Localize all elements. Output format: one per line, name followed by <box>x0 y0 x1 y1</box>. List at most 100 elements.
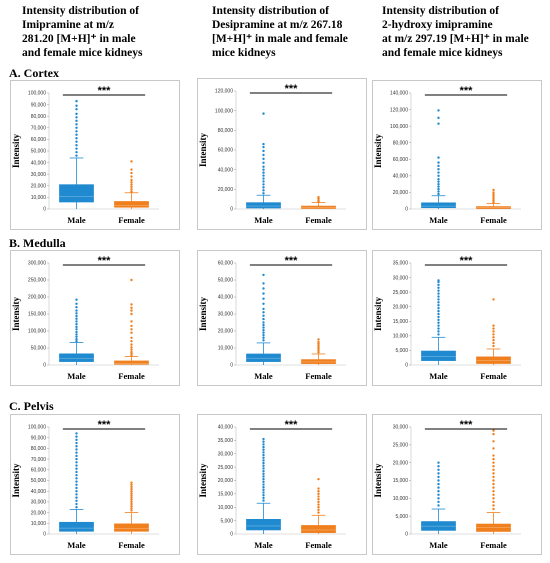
boxplot-panel-medulla-desipramine: Intensity 0 10,000 20,000 30,000 40,000 50,000… <box>197 250 367 386</box>
outlier-point <box>492 324 495 327</box>
outlier-point <box>437 468 440 471</box>
outlier-point <box>317 503 320 506</box>
y-axis-label: Intensity <box>11 134 21 169</box>
outlier-point <box>492 479 495 482</box>
outlier-point <box>437 180 440 183</box>
iqr-box <box>301 525 336 533</box>
outlier-point <box>130 160 133 163</box>
outlier-point <box>262 168 265 171</box>
boxplot-svg: Intensity 0 50,000 100,000 150,000 200,000 250… <box>11 255 159 381</box>
outlier-point <box>492 486 495 489</box>
y-axis-label: Intensity <box>11 463 21 498</box>
outlier-point <box>437 283 440 287</box>
outlier-point <box>262 112 265 115</box>
outlier-point <box>317 196 320 199</box>
outlier-point <box>437 490 440 493</box>
outlier-point <box>492 482 495 486</box>
outlier-point <box>75 445 78 448</box>
outlier-point <box>317 498 320 501</box>
outlier-point <box>130 483 133 486</box>
outlier-point <box>492 344 495 348</box>
outlier-point <box>437 333 440 336</box>
outlier-point <box>437 292 440 295</box>
outlier-point <box>262 491 265 494</box>
outlier-point <box>75 140 78 143</box>
outlier-point <box>437 190 440 193</box>
outlier-point <box>437 161 440 164</box>
outlier-point <box>262 326 265 329</box>
outlier-point <box>262 273 265 277</box>
outlier-point <box>75 104 78 107</box>
outlier-point <box>262 459 265 462</box>
outlier-point <box>130 190 133 193</box>
outlier-point <box>130 502 133 506</box>
outlier-point <box>75 490 78 493</box>
outlier-point <box>262 287 265 290</box>
iqr-box <box>476 356 511 364</box>
x-category-label: Female <box>480 540 507 550</box>
outlier-point <box>130 354 133 357</box>
outlier-point <box>262 297 265 300</box>
y-tick-label: 30,000 <box>31 172 47 178</box>
iqr-box <box>301 205 336 209</box>
outlier-point <box>130 328 133 331</box>
outlier-point <box>492 454 495 457</box>
outlier-point <box>75 467 78 470</box>
outlier-point <box>492 333 495 336</box>
outlier-point <box>75 461 78 464</box>
y-tick-label: 100,000 <box>215 108 233 114</box>
outlier-point <box>262 485 265 489</box>
y-tick-label: 150,000 <box>28 312 46 318</box>
y-tick-label: 50,000 <box>218 278 234 284</box>
significance-label: *** <box>98 255 112 267</box>
x-category-label: Female <box>480 371 507 381</box>
outlier-point <box>262 142 265 146</box>
outlier-point <box>437 465 440 468</box>
column-title-line: [M+H]⁺ in male and female <box>212 33 348 45</box>
outlier-point <box>492 188 495 192</box>
x-category-label: Male <box>254 215 273 225</box>
outlier-point <box>317 349 320 352</box>
outlier-point <box>130 487 133 491</box>
outlier-point <box>317 506 320 509</box>
outlier-point <box>130 306 133 310</box>
outlier-point <box>437 286 440 289</box>
outlier-point <box>130 504 133 508</box>
outlier-point <box>130 498 133 501</box>
outlier-point <box>75 502 78 506</box>
outlier-point <box>262 456 265 459</box>
y-tick-label: 0 <box>43 532 46 538</box>
x-category-label: Male <box>429 215 448 225</box>
outlier-point <box>130 168 133 171</box>
y-tick-label: 0 <box>405 207 408 213</box>
outlier-point <box>437 312 440 316</box>
outlier-point <box>75 457 78 461</box>
outlier-point <box>75 435 78 438</box>
y-tick-label: 10,000 <box>393 334 409 340</box>
outlier-point <box>130 485 133 489</box>
outlier-point <box>262 171 265 174</box>
y-tick-label: 10,000 <box>218 346 234 352</box>
outlier-point <box>262 186 265 189</box>
significance-label: *** <box>460 255 474 267</box>
y-tick-label: 35,000 <box>218 438 234 444</box>
outlier-point <box>130 340 133 343</box>
significance-label: *** <box>98 85 112 97</box>
significance-label: *** <box>460 419 474 431</box>
outlier-point <box>262 480 265 484</box>
y-tick-label: 140,000 <box>390 91 408 97</box>
y-tick-label: 90,000 <box>31 435 47 441</box>
outlier-point <box>75 99 78 103</box>
y-tick-label: 20,000 <box>218 187 234 193</box>
x-category-label: Female <box>305 540 332 550</box>
outlier-point <box>317 492 320 496</box>
iqr-box <box>114 360 149 365</box>
y-tick-label: 50,000 <box>31 149 47 155</box>
outlier-point <box>437 318 440 322</box>
y-tick-label: 15,000 <box>218 492 234 498</box>
outlier-point <box>492 197 495 201</box>
outlier-point <box>262 192 265 195</box>
y-tick-label: 0 <box>43 207 46 213</box>
y-tick-label: 80,000 <box>31 446 47 452</box>
outlier-point <box>437 330 440 333</box>
